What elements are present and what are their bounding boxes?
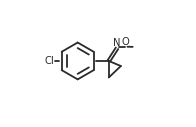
Text: Cl: Cl xyxy=(44,56,54,66)
Text: O: O xyxy=(122,37,130,47)
Text: N: N xyxy=(113,38,121,48)
